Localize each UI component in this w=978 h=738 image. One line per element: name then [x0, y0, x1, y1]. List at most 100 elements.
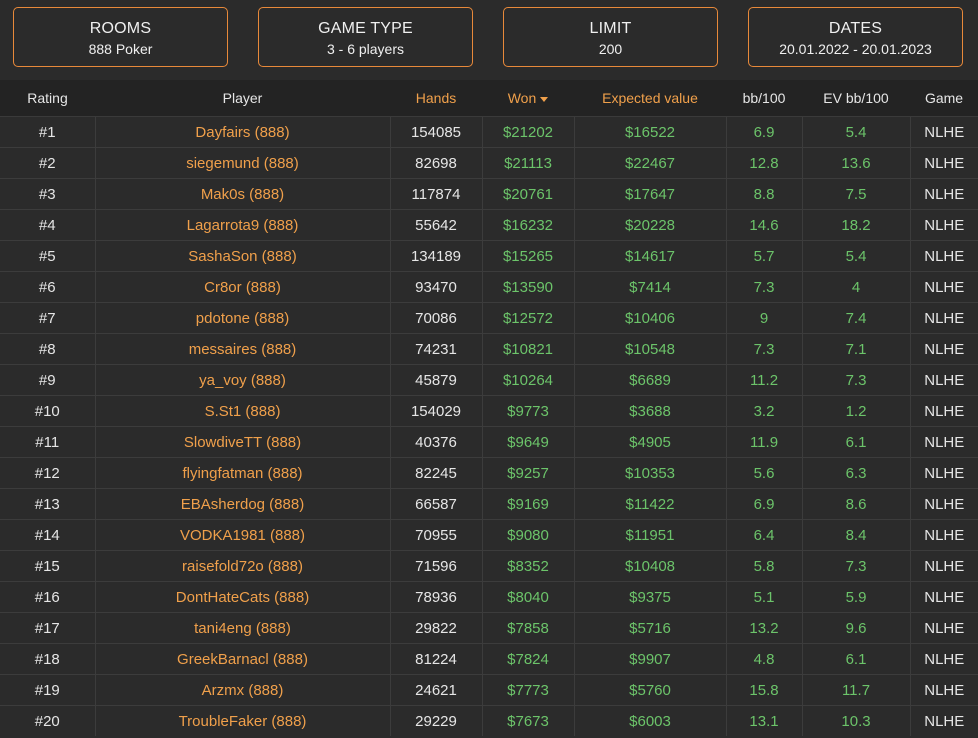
- player-link[interactable]: SashaSon (888): [95, 240, 391, 272]
- game-cell: NLHE: [910, 333, 978, 365]
- ev-cell: $20228: [574, 209, 727, 241]
- player-link[interactable]: VODKA1981 (888): [95, 519, 391, 551]
- hands-cell: 66587: [390, 488, 483, 520]
- game-cell: NLHE: [910, 519, 978, 551]
- evbb100-cell: 8.4: [802, 519, 911, 551]
- hands-cell: 117874: [390, 178, 483, 210]
- table-row: #1 Dayfairs (888) 154085 $21202 $16522 6.9 5.4…: [0, 116, 978, 148]
- player-link[interactable]: raisefold72o (888): [95, 550, 391, 582]
- player-link[interactable]: S.St1 (888): [95, 395, 391, 427]
- player-link[interactable]: Cr8or (888): [95, 271, 391, 303]
- won-cell: $20761: [482, 178, 575, 210]
- col-ev-sort[interactable]: Expected value: [574, 80, 726, 117]
- player-link[interactable]: SlowdiveTT (888): [95, 426, 391, 458]
- evbb100-cell: 13.6: [802, 147, 911, 179]
- table-row: #13 EBAsherdog (888) 66587 $9169 $11422 6.9 8.…: [0, 488, 978, 520]
- won-cell: $13590: [482, 271, 575, 303]
- bb100-cell: 6.9: [726, 116, 803, 148]
- player-link[interactable]: siegemund (888): [95, 147, 391, 179]
- player-link[interactable]: pdotone (888): [95, 302, 391, 334]
- filter-value: 20.01.2022 - 20.01.2023: [779, 41, 932, 57]
- rooms-filter[interactable]: ROOMS 888 Poker: [13, 7, 228, 67]
- evbb100-cell: 10.3: [802, 705, 911, 736]
- rating-cell: #16: [0, 581, 96, 613]
- leaderboard-table: Rating Player Hands Won Expected value b…: [0, 80, 978, 736]
- game-cell: NLHE: [910, 581, 978, 613]
- player-link[interactable]: ya_voy (888): [95, 364, 391, 396]
- ev-cell: $7414: [574, 271, 727, 303]
- won-cell: $21113: [482, 147, 575, 179]
- bb100-cell: 12.8: [726, 147, 803, 179]
- won-cell: $10821: [482, 333, 575, 365]
- bb100-cell: 5.7: [726, 240, 803, 272]
- ev-cell: $5716: [574, 612, 727, 644]
- evbb100-cell: 8.6: [802, 488, 911, 520]
- bb100-cell: 13.2: [726, 612, 803, 644]
- won-cell: $21202: [482, 116, 575, 148]
- bb100-cell: 11.9: [726, 426, 803, 458]
- filter-value: 200: [598, 41, 623, 57]
- evbb100-cell: 7.1: [802, 333, 911, 365]
- bb100-cell: 7.3: [726, 271, 803, 303]
- player-link[interactable]: DontHateCats (888): [95, 581, 391, 613]
- won-cell: $10264: [482, 364, 575, 396]
- evbb100-cell: 7.3: [802, 550, 911, 582]
- col-evbb100: EV bb/100: [802, 80, 910, 117]
- hands-cell: 70086: [390, 302, 483, 334]
- ev-cell: $10406: [574, 302, 727, 334]
- player-link[interactable]: tani4eng (888): [95, 612, 391, 644]
- filter-title: ROOMS: [89, 20, 152, 37]
- player-link[interactable]: GreekBarnacl (888): [95, 643, 391, 675]
- bb100-cell: 14.6: [726, 209, 803, 241]
- ev-cell: $22467: [574, 147, 727, 179]
- bb100-cell: 13.1: [726, 705, 803, 736]
- won-cell: $7824: [482, 643, 575, 675]
- evbb100-cell: 6.1: [802, 643, 911, 675]
- bb100-cell: 5.1: [726, 581, 803, 613]
- table-body: #1 Dayfairs (888) 154085 $21202 $16522 6.9 5.4…: [0, 116, 978, 736]
- game-cell: NLHE: [910, 364, 978, 396]
- rating-cell: #18: [0, 643, 96, 675]
- ev-cell: $10408: [574, 550, 727, 582]
- won-cell: $16232: [482, 209, 575, 241]
- bb100-cell: 15.8: [726, 674, 803, 706]
- limit-filter[interactable]: LIMIT 200: [503, 7, 718, 67]
- player-link[interactable]: Lagarrota9 (888): [95, 209, 391, 241]
- player-link[interactable]: messaires (888): [95, 333, 391, 365]
- won-cell: $9649: [482, 426, 575, 458]
- game-type-filter[interactable]: GAME TYPE 3 - 6 players: [258, 7, 473, 67]
- col-won-sort[interactable]: Won: [482, 80, 574, 117]
- ev-cell: $6689: [574, 364, 727, 396]
- bb100-cell: 5.6: [726, 457, 803, 489]
- ev-cell: $16522: [574, 116, 727, 148]
- game-cell: NLHE: [910, 116, 978, 148]
- table-row: #16 DontHateCats (888) 78936 $8040 $9375 5.1 5…: [0, 581, 978, 613]
- filter-bar: ROOMS 888 Poker GAME TYPE 3 - 6 players …: [0, 0, 978, 80]
- won-cell: $9080: [482, 519, 575, 551]
- hands-cell: 134189: [390, 240, 483, 272]
- dates-filter[interactable]: DATES 20.01.2022 - 20.01.2023: [748, 7, 963, 67]
- player-link[interactable]: Mak0s (888): [95, 178, 391, 210]
- ev-cell: $9907: [574, 643, 727, 675]
- col-rating: Rating: [0, 80, 95, 117]
- hands-cell: 81224: [390, 643, 483, 675]
- game-cell: NLHE: [910, 395, 978, 427]
- table-header: Rating Player Hands Won Expected value b…: [0, 80, 978, 117]
- evbb100-cell: 5.4: [802, 116, 911, 148]
- table-row: #4 Lagarrota9 (888) 55642 $16232 $20228 14.6 1…: [0, 209, 978, 241]
- player-link[interactable]: flyingfatman (888): [95, 457, 391, 489]
- col-hands-sort[interactable]: Hands: [390, 80, 482, 117]
- player-link[interactable]: TroubleFaker (888): [95, 705, 391, 736]
- ev-cell: $11951: [574, 519, 727, 551]
- bb100-cell: 9: [726, 302, 803, 334]
- rating-cell: #5: [0, 240, 96, 272]
- game-cell: NLHE: [910, 674, 978, 706]
- hands-cell: 74231: [390, 333, 483, 365]
- evbb100-cell: 1.2: [802, 395, 911, 427]
- table-row: #18 GreekBarnacl (888) 81224 $7824 $9907 4.8 6…: [0, 643, 978, 675]
- rating-cell: #6: [0, 271, 96, 303]
- player-link[interactable]: Dayfairs (888): [95, 116, 391, 148]
- rating-cell: #8: [0, 333, 96, 365]
- player-link[interactable]: EBAsherdog (888): [95, 488, 391, 520]
- player-link[interactable]: Arzmx (888): [95, 674, 391, 706]
